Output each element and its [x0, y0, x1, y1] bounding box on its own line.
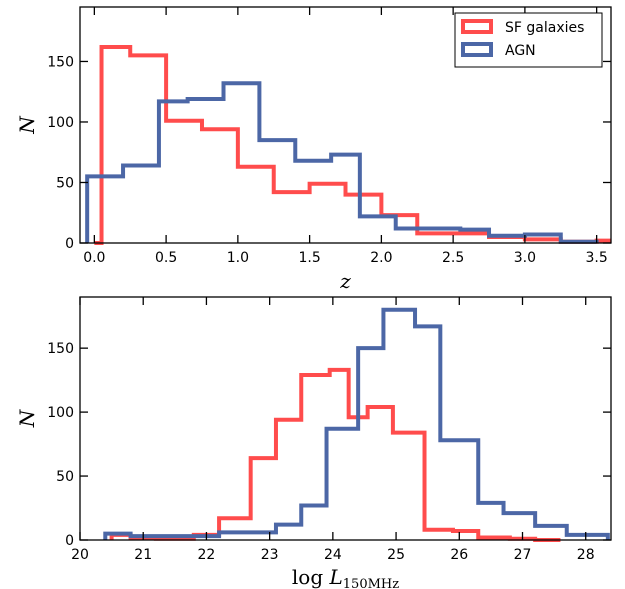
x-tick-label: 25: [387, 547, 405, 563]
histogram-series-1-2: [85, 81, 599, 244]
x-tick-label: 2.5: [442, 250, 464, 266]
y-tick-label: 0: [65, 236, 74, 252]
x-axis-label-subscript: 150MHz: [343, 577, 399, 589]
x-tick-label: 20: [71, 547, 89, 563]
y-tick-label: 50: [56, 469, 74, 485]
x-axis-label: z: [339, 269, 351, 293]
x-tick-label: 26: [450, 547, 468, 563]
x-tick-label: 1.0: [227, 250, 249, 266]
legend: SF galaxies AGN: [454, 12, 603, 68]
panel-1: 0.0 0.5 1.0 1.5 2.0 2.5 3.0 3.5 0 50 100 150 Nz SF ga…: [15, 6, 612, 293]
y-axis-label: N: [15, 408, 39, 428]
y-tick-label: 150: [47, 54, 74, 70]
x-tick-label: 0.5: [155, 250, 177, 266]
x-axis-label-main: L: [329, 565, 343, 589]
x-tick-label: 24: [324, 547, 342, 563]
histogram-series-2-2: [103, 307, 610, 540]
y-tick-label: 100: [47, 405, 74, 421]
x-tick-label: 27: [514, 547, 532, 563]
x-tick-label: 2.0: [370, 250, 392, 266]
plot-frame: [79, 296, 612, 541]
y-tick-label: 50: [56, 175, 74, 191]
y-tick-label: 0: [65, 533, 74, 549]
legend-label: AGN: [505, 43, 536, 59]
x-tick-label: 3.5: [586, 250, 608, 266]
x-tick-label: 21: [134, 547, 152, 563]
x-tick-label: 3.0: [514, 250, 536, 266]
x-tick-label: 23: [261, 547, 279, 563]
y-tick-label: 100: [47, 115, 74, 131]
y-axis-label: N: [15, 115, 39, 135]
legend-label: SF galaxies: [505, 20, 584, 36]
histogram-series-1-1: [94, 44, 611, 245]
x-tick-label: 28: [577, 547, 595, 563]
legend-swatch: [461, 42, 493, 57]
histogram-series-2-1: [109, 367, 561, 542]
x-tick-label: 1.5: [298, 250, 320, 266]
x-axis-label-log: log: [292, 565, 330, 589]
y-tick-label: 150: [47, 341, 74, 357]
x-tick-label: 22: [198, 547, 216, 563]
x-tick-label: 0.0: [83, 250, 105, 266]
x-axis-label: log L150MHz: [292, 565, 399, 589]
legend-swatch: [461, 19, 493, 34]
plot-frame: [79, 6, 612, 244]
